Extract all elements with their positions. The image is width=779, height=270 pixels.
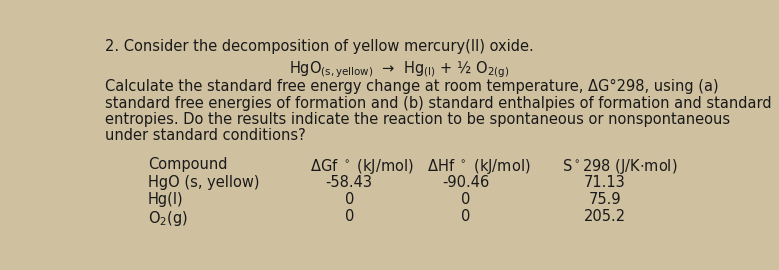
Text: Compound: Compound [148,157,227,172]
Text: 0: 0 [344,209,354,224]
Text: 71.13: 71.13 [584,175,626,190]
Text: $\Delta$Gf $^\circ$ (kJ/mol): $\Delta$Gf $^\circ$ (kJ/mol) [311,157,414,176]
Text: -90.46: -90.46 [442,175,489,190]
Text: 205.2: 205.2 [584,209,626,224]
Text: 0: 0 [461,209,471,224]
Text: entropies. Do the results indicate the reaction to be spontaneous or nonspontane: entropies. Do the results indicate the r… [105,112,730,127]
Text: HgO (s, yellow): HgO (s, yellow) [148,175,259,190]
Text: 75.9: 75.9 [589,192,622,207]
Text: standard free energies of formation and (b) standard enthalpies of formation and: standard free energies of formation and … [105,96,772,110]
Text: Hg(l): Hg(l) [148,192,183,207]
Text: S$^\circ$298 (J/K$\cdot$mol): S$^\circ$298 (J/K$\cdot$mol) [562,157,678,176]
Text: $\Delta$Hf $^\circ$ (kJ/mol): $\Delta$Hf $^\circ$ (kJ/mol) [427,157,530,176]
Text: HgO$_{\mathregular{(s, yellow)}}$  →  Hg$_{\mathregular{(l)}}$ + ½ O$_{\mathregu: HgO$_{\mathregular{(s, yellow)}}$ → Hg$_… [290,59,509,80]
Text: 0: 0 [344,192,354,207]
Text: Calculate the standard free energy change at room temperature, ΔG°298, using (a): Calculate the standard free energy chang… [105,79,719,94]
Text: -58.43: -58.43 [326,175,372,190]
Text: 2. Consider the decomposition of yellow mercury(II) oxide.: 2. Consider the decomposition of yellow … [105,39,534,53]
Text: 0: 0 [461,192,471,207]
Text: under standard conditions?: under standard conditions? [105,128,306,143]
Text: O$_2$(g): O$_2$(g) [148,209,188,228]
